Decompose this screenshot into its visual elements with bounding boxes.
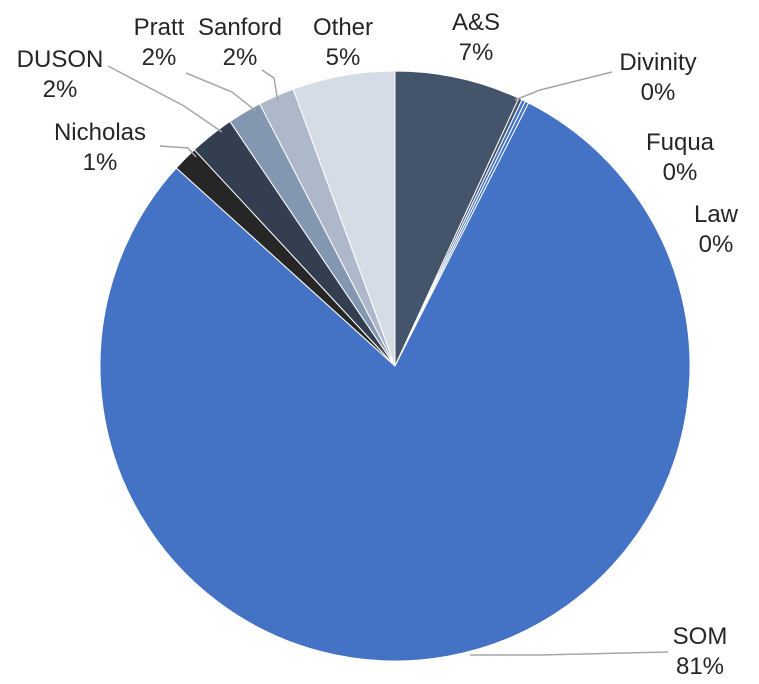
slice-label-percent: 81% [676, 653, 724, 680]
slice-label-name: Sanford [198, 14, 282, 41]
leader-line-som [470, 651, 669, 656]
slice-label-percent: 5% [326, 44, 361, 71]
leader-lines [107, 65, 669, 656]
slice-label-name: Pratt [134, 14, 185, 41]
leader-line-pratt [185, 72, 257, 112]
slice-label-name: Divinity [619, 49, 696, 76]
leader-line-duson [107, 65, 223, 133]
slice-label-percent: 0% [641, 79, 676, 106]
data-labels: A&S 7% Divinity 0% Fuqua 0% Law 0% SOM 81% Nichola… [17, 9, 739, 680]
leader-line-divinity [514, 71, 613, 101]
slice-label-percent: 0% [663, 159, 698, 186]
pie-slice-a-s [394, 70, 520, 367]
slice-label-percent: 7% [459, 39, 494, 66]
slice-label-percent: 2% [43, 76, 78, 103]
pie-slice-som [99, 102, 691, 662]
slice-label-name: A&S [452, 9, 500, 36]
leader-line-nicholas [159, 145, 197, 158]
slice-label-name: SOM [673, 623, 728, 650]
slice-label-percent: 2% [142, 44, 177, 71]
slice-label-name: Fuqua [646, 129, 715, 156]
pie-slice-other [292, 70, 396, 367]
pie-slices [99, 70, 691, 662]
slice-label-name: DUSON [17, 46, 104, 73]
slice-label-percent: 1% [83, 149, 118, 176]
slice-label-name: Other [313, 14, 373, 41]
slice-label-percent: 0% [699, 231, 734, 258]
slice-label-name: Nicholas [54, 119, 146, 146]
slice-label-percent: 2% [223, 44, 258, 71]
slice-label-name: Law [694, 201, 739, 228]
leader-line-sanford [261, 69, 279, 103]
